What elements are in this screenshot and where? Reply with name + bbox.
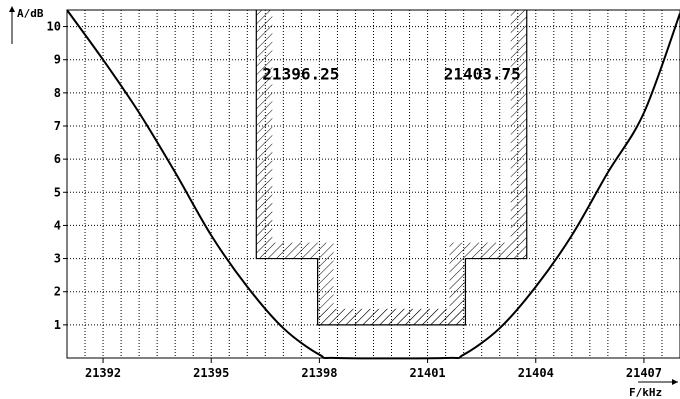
x-axis-arrow-icon — [672, 379, 678, 385]
y-axis-title: A/dB — [9, 6, 44, 44]
y-tick-label-0: 1 — [54, 318, 61, 332]
y-tick-label-4: 5 — [54, 185, 61, 199]
y-tick-label-9: 10 — [47, 20, 61, 34]
x-tick-label-3: 21401 — [410, 366, 446, 380]
x-tick-label-0: 21392 — [85, 366, 121, 380]
x-axis-title: F/kHz — [629, 379, 678, 399]
x-tick-label-5: 21407 — [626, 366, 662, 380]
y-tick-label-3: 4 — [54, 218, 61, 232]
y-tick-label-1: 2 — [54, 285, 61, 299]
ticks: 21392 21395 21398 21401 21404 21407 1 2 3 4 5 6 7 8 9 1… — [47, 20, 662, 380]
y-axis-label: A/dB — [17, 7, 44, 20]
grid — [66, 10, 680, 358]
y-tick-label-6: 7 — [54, 119, 61, 133]
mask-hatch-left — [256, 10, 466, 325]
x-tick-label-4: 21404 — [518, 366, 554, 380]
annotations: 21396.25 21403.75 — [262, 65, 520, 84]
y-tick-label-8: 9 — [54, 53, 61, 67]
mask-boundary-line — [255, 10, 528, 326]
x-tick-label-1: 21395 — [193, 366, 229, 380]
tolerance-mask — [255, 10, 528, 326]
y-tick-label-5: 6 — [54, 152, 61, 166]
edge-frequency-label-1: 21403.75 — [444, 65, 521, 84]
mask-hatch-right — [317, 10, 527, 325]
y-tick-label-2: 3 — [54, 252, 61, 266]
x-axis-label: F/kHz — [629, 386, 662, 399]
y-tick-label-7: 8 — [54, 86, 61, 100]
plot-frame — [66, 9, 680, 359]
x-tick-label-2: 21398 — [301, 366, 337, 380]
y-axis-arrow-icon — [9, 6, 15, 12]
edge-frequency-label-0: 21396.25 — [262, 65, 339, 84]
axes — [66, 9, 680, 359]
